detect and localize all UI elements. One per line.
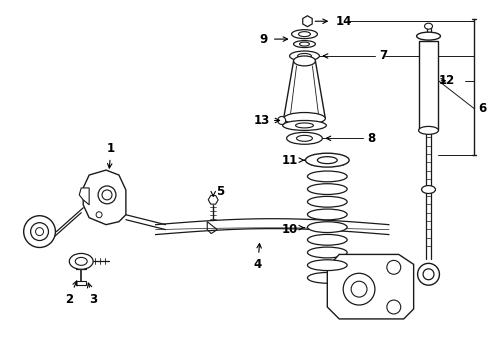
Circle shape: [102, 190, 112, 200]
Ellipse shape: [293, 41, 315, 48]
Circle shape: [31, 223, 48, 240]
Ellipse shape: [307, 184, 346, 194]
Polygon shape: [418, 41, 438, 130]
Text: 9: 9: [259, 33, 267, 46]
Ellipse shape: [307, 222, 346, 233]
Text: 7: 7: [378, 49, 386, 63]
Ellipse shape: [307, 247, 346, 258]
Text: 1: 1: [107, 142, 115, 168]
Circle shape: [98, 186, 116, 204]
Circle shape: [343, 273, 374, 305]
Circle shape: [386, 260, 400, 274]
Circle shape: [350, 281, 366, 297]
Polygon shape: [326, 255, 413, 319]
Ellipse shape: [307, 234, 346, 245]
Ellipse shape: [305, 153, 348, 167]
Text: 14: 14: [335, 15, 351, 28]
Text: 8: 8: [366, 132, 374, 145]
Circle shape: [422, 269, 433, 280]
Text: 6: 6: [477, 102, 486, 115]
Ellipse shape: [293, 56, 315, 66]
Ellipse shape: [69, 253, 93, 269]
Polygon shape: [83, 170, 125, 225]
Text: 10: 10: [281, 223, 297, 236]
Ellipse shape: [307, 209, 346, 220]
Ellipse shape: [307, 273, 346, 283]
Text: 2: 2: [65, 281, 77, 306]
Circle shape: [386, 300, 400, 314]
Ellipse shape: [418, 126, 438, 134]
Text: 11: 11: [281, 154, 297, 167]
Circle shape: [23, 216, 55, 247]
Ellipse shape: [75, 257, 87, 265]
Polygon shape: [354, 264, 382, 275]
Polygon shape: [76, 281, 86, 285]
Ellipse shape: [289, 51, 319, 61]
Circle shape: [305, 19, 309, 24]
Text: 5: 5: [216, 185, 224, 198]
Text: 3: 3: [87, 283, 97, 306]
Circle shape: [354, 275, 382, 303]
Ellipse shape: [295, 123, 313, 128]
Circle shape: [36, 228, 43, 235]
Ellipse shape: [296, 135, 312, 141]
Ellipse shape: [421, 185, 435, 193]
Ellipse shape: [317, 157, 337, 164]
Ellipse shape: [307, 171, 346, 182]
Circle shape: [277, 117, 285, 125]
Text: 13: 13: [253, 114, 269, 127]
Circle shape: [361, 282, 375, 296]
Ellipse shape: [424, 23, 431, 29]
Ellipse shape: [307, 260, 346, 271]
Polygon shape: [79, 188, 89, 205]
Text: 12: 12: [438, 74, 454, 87]
Ellipse shape: [297, 54, 311, 58]
Ellipse shape: [299, 42, 309, 46]
Ellipse shape: [307, 197, 346, 207]
Ellipse shape: [298, 32, 310, 37]
Ellipse shape: [286, 132, 322, 144]
Ellipse shape: [416, 32, 440, 40]
Ellipse shape: [291, 30, 317, 39]
Ellipse shape: [282, 121, 325, 130]
Circle shape: [417, 264, 439, 285]
Ellipse shape: [283, 113, 325, 125]
Circle shape: [96, 212, 102, 218]
Text: 4: 4: [253, 244, 262, 271]
